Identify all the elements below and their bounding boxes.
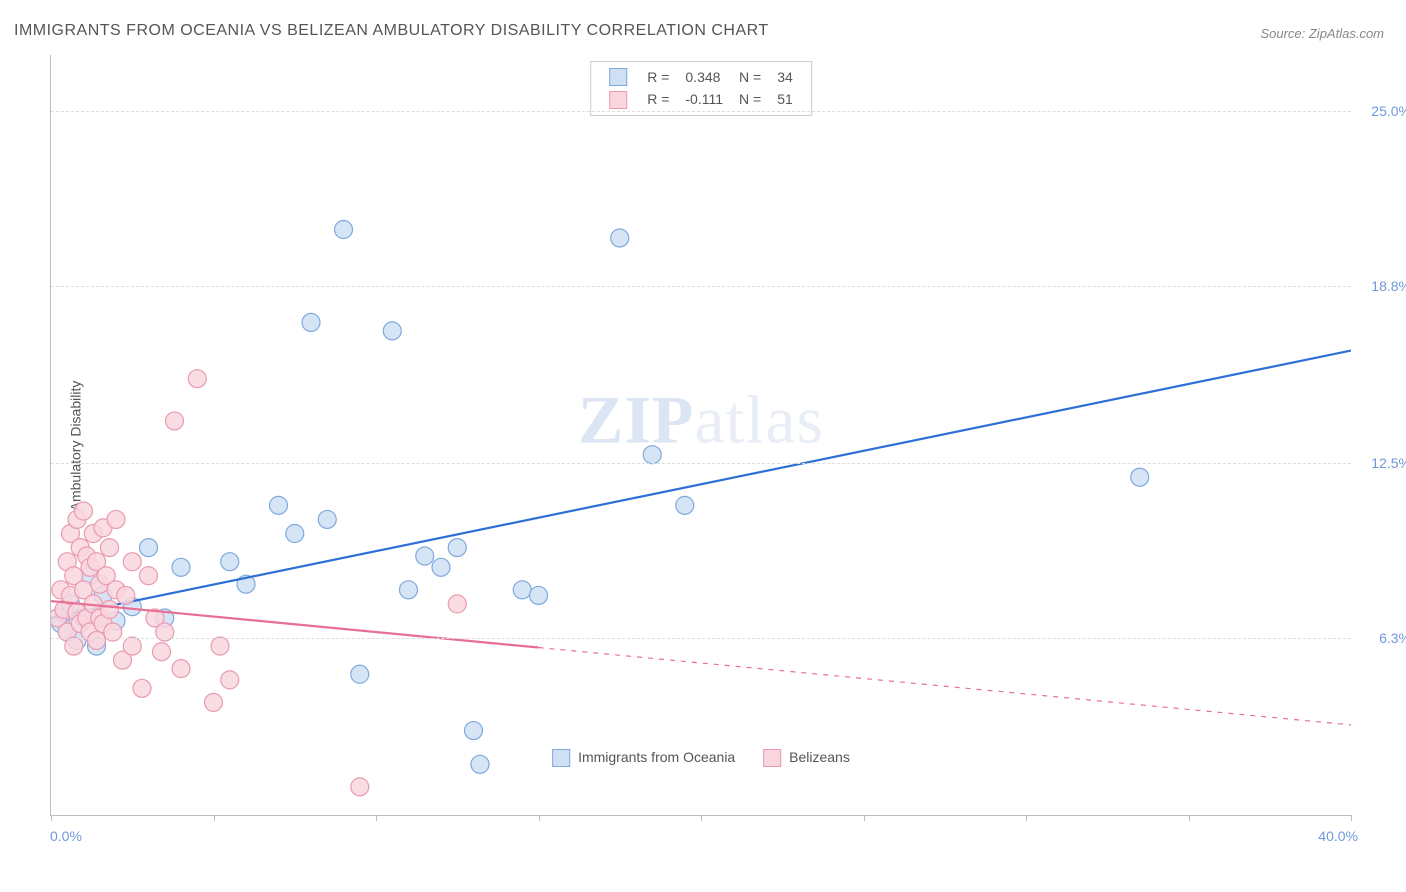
x-tick — [539, 815, 540, 821]
scatter-point — [211, 637, 229, 655]
scatter-point — [101, 539, 119, 557]
y-tick-label: 12.5% — [1371, 455, 1406, 471]
scatter-point — [153, 643, 171, 661]
scatter-point — [1131, 468, 1149, 486]
scatter-point — [351, 778, 369, 796]
scatter-point — [416, 547, 434, 565]
x-tick — [864, 815, 865, 821]
scatter-point — [133, 679, 151, 697]
legend-swatch — [552, 749, 570, 767]
scatter-point — [318, 510, 336, 528]
gridline-h — [51, 111, 1351, 112]
legend-series-label: Immigrants from Oceania — [578, 749, 735, 765]
scatter-point — [172, 558, 190, 576]
x-tick — [1189, 815, 1190, 821]
trend-line-dashed — [539, 648, 1352, 725]
source-label: Source: ZipAtlas.com — [1260, 26, 1384, 41]
chart-container: IMMIGRANTS FROM OCEANIA VS BELIZEAN AMBU… — [0, 0, 1406, 892]
scatter-point — [117, 586, 135, 604]
scatter-point — [205, 693, 223, 711]
x-tick — [701, 815, 702, 821]
x-tick — [214, 815, 215, 821]
legend-series-item: Immigrants from Oceania — [552, 749, 735, 767]
scatter-point — [221, 553, 239, 571]
scatter-point — [270, 496, 288, 514]
gridline-h — [51, 286, 1351, 287]
scatter-point — [123, 553, 141, 571]
x-tick — [376, 815, 377, 821]
scatter-point — [351, 665, 369, 683]
scatter-point — [123, 637, 141, 655]
x-tick — [1026, 815, 1027, 821]
scatter-point — [75, 502, 93, 520]
scatter-point — [101, 601, 119, 619]
legend-swatch — [763, 749, 781, 767]
scatter-point — [465, 722, 483, 740]
x-axis-min-label: 0.0% — [50, 828, 82, 844]
chart-title: IMMIGRANTS FROM OCEANIA VS BELIZEAN AMBU… — [14, 22, 769, 40]
scatter-point — [335, 221, 353, 239]
legend-series-label: Belizeans — [789, 749, 850, 765]
scatter-point — [302, 313, 320, 331]
scatter-point — [676, 496, 694, 514]
scatter-point — [530, 586, 548, 604]
x-axis-max-label: 40.0% — [1318, 828, 1358, 844]
scatter-point — [432, 558, 450, 576]
scatter-point — [172, 660, 190, 678]
scatter-point — [448, 539, 466, 557]
plot-area: ZIPatlas R =0.348N =34R =-0.111N =51 Imm… — [50, 55, 1351, 816]
scatter-point — [88, 631, 106, 649]
scatter-point — [448, 595, 466, 613]
scatter-point — [140, 567, 158, 585]
scatter-point — [383, 322, 401, 340]
legend-series: Immigrants from Oceania Belizeans — [538, 749, 864, 767]
scatter-point — [286, 525, 304, 543]
y-tick-label: 18.8% — [1371, 278, 1406, 294]
scatter-point — [188, 370, 206, 388]
scatter-point — [400, 581, 418, 599]
scatter-point — [471, 755, 489, 773]
x-tick — [51, 815, 52, 821]
legend-series-item: Belizeans — [763, 749, 850, 767]
scatter-point — [611, 229, 629, 247]
scatter-point — [65, 637, 83, 655]
y-tick-label: 25.0% — [1371, 103, 1406, 119]
gridline-h — [51, 463, 1351, 464]
scatter-point — [107, 510, 125, 528]
scatter-point — [140, 539, 158, 557]
scatter-point — [166, 412, 184, 430]
trend-line — [51, 351, 1351, 618]
scatter-point — [221, 671, 239, 689]
scatter-svg — [51, 55, 1351, 815]
scatter-point — [513, 581, 531, 599]
y-tick-label: 6.3% — [1379, 630, 1406, 646]
scatter-point — [643, 446, 661, 464]
gridline-h — [51, 638, 1351, 639]
x-tick — [1351, 815, 1352, 821]
